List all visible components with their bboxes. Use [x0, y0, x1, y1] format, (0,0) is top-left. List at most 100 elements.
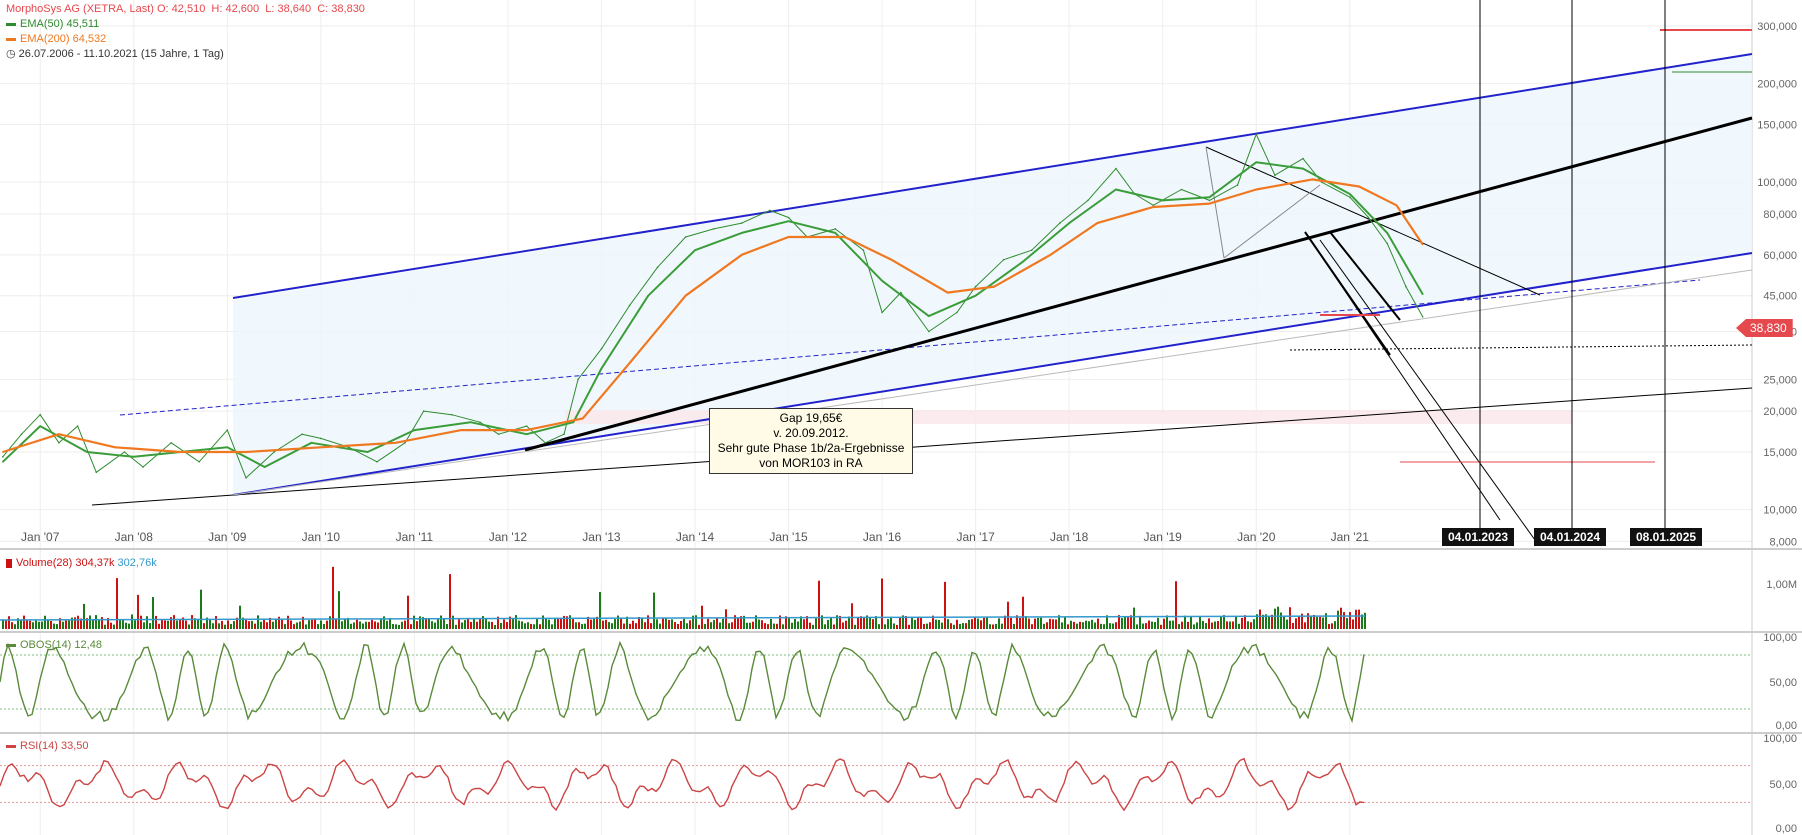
volume-bar — [1340, 607, 1342, 629]
series-point — [974, 285, 977, 288]
volume-bar — [920, 617, 922, 629]
volume-bar — [1127, 617, 1129, 629]
volume-bar — [95, 615, 97, 629]
volume-bar — [1328, 624, 1330, 629]
volume-bar — [1016, 615, 1018, 629]
volume-bar — [485, 618, 487, 629]
volume-bar — [1061, 622, 1063, 629]
volume-bar — [98, 619, 100, 629]
series-point — [582, 417, 584, 420]
series-point — [946, 291, 949, 294]
y-tick-label: 25,000 — [1763, 374, 1797, 386]
volume-bar — [41, 621, 43, 629]
volume-bar — [740, 616, 742, 629]
volume-bar — [455, 624, 457, 629]
volume-bar — [800, 616, 802, 629]
volume-bar — [371, 619, 373, 629]
volume-bar — [545, 618, 547, 629]
series-point — [741, 222, 743, 224]
volume-bar — [578, 622, 580, 629]
series-point — [1421, 316, 1424, 318]
volume-bar — [329, 616, 331, 629]
volume-bar — [1157, 617, 1159, 629]
series-point — [20, 433, 23, 436]
y-tick-label: 80,000 — [1763, 209, 1797, 221]
y-tick-label: 150,000 — [1757, 120, 1797, 132]
y-tick-label: 20,000 — [1763, 406, 1797, 418]
volume-bar — [755, 615, 757, 629]
volume-bar — [248, 621, 250, 629]
volume-bar — [1214, 621, 1216, 629]
series-point — [741, 232, 743, 234]
series-point — [245, 451, 247, 453]
series-point — [956, 311, 958, 314]
volume-bar — [788, 617, 790, 629]
volume-bar — [230, 623, 232, 629]
x-tick-label: Jan '14 — [676, 530, 715, 544]
volume-bar — [725, 609, 727, 629]
rsi-value: 33,50 — [60, 740, 89, 752]
y-tick-label: 60,000 — [1763, 250, 1797, 262]
x-tick-label: Jan '07 — [21, 530, 60, 544]
volume-bar — [1169, 620, 1171, 629]
volume-bar — [302, 616, 304, 629]
series-point — [1161, 199, 1164, 202]
volume-bar — [140, 615, 142, 629]
y-tick-label: 300,000 — [1757, 21, 1797, 33]
volume-bar — [1208, 618, 1210, 629]
volume-bar — [500, 622, 502, 629]
volume-bar — [287, 615, 289, 629]
volume-bar — [1031, 624, 1033, 629]
volume-bar — [1256, 614, 1258, 629]
series-point — [862, 249, 865, 251]
series-point — [1002, 258, 1005, 261]
obos-line — [0, 640, 1365, 724]
volume-bar — [362, 623, 364, 629]
volume-bar — [989, 624, 991, 629]
volume-bar — [134, 620, 136, 629]
volume-bar — [401, 621, 403, 629]
series-point — [2, 461, 4, 463]
volume-bar — [1247, 621, 1249, 629]
volume-legend: Volume(28) 304,37k 302,76k — [6, 556, 157, 571]
volume-bar — [692, 615, 694, 629]
volume-bar — [506, 622, 508, 629]
volume-bar — [410, 624, 412, 629]
volume-bar — [983, 617, 985, 629]
volume-bar — [785, 616, 787, 629]
volume-bar — [1118, 615, 1120, 629]
volume-bar — [1271, 614, 1273, 629]
volume-bar — [167, 620, 169, 629]
series-point — [1208, 202, 1211, 205]
volume-bar — [1277, 606, 1279, 629]
series-point — [1395, 204, 1398, 207]
volume-bar — [308, 620, 310, 629]
series-point — [320, 437, 322, 440]
volume-bar — [1088, 621, 1090, 629]
volume-bar — [173, 615, 175, 629]
volume-bar — [71, 617, 73, 629]
obos-label: OBOS(14) — [20, 639, 72, 651]
volume-bar — [221, 620, 223, 629]
volume-bar — [1052, 619, 1054, 629]
volume-bar — [389, 618, 391, 629]
volume-bar — [1268, 616, 1270, 629]
volume-bar — [1232, 621, 1234, 629]
date-range: 26.07.2006 - 11.10.2021 — [18, 48, 138, 60]
volume-bar — [1286, 619, 1288, 629]
volume-bar — [587, 616, 589, 629]
ema200-label: EMA(200) — [20, 33, 70, 45]
volume-bar — [995, 623, 997, 629]
series-point — [563, 433, 565, 436]
series-point — [366, 451, 369, 453]
series-point — [497, 433, 500, 436]
volume-bar — [275, 619, 277, 629]
volume-bar — [584, 623, 586, 629]
y-tick-label: 15,000 — [1763, 447, 1797, 459]
volume-bar — [503, 619, 505, 629]
volume-bar — [818, 580, 820, 629]
volume-bar — [794, 618, 796, 629]
series-point — [1059, 222, 1061, 224]
series-point — [881, 311, 883, 314]
series-point — [843, 236, 846, 238]
